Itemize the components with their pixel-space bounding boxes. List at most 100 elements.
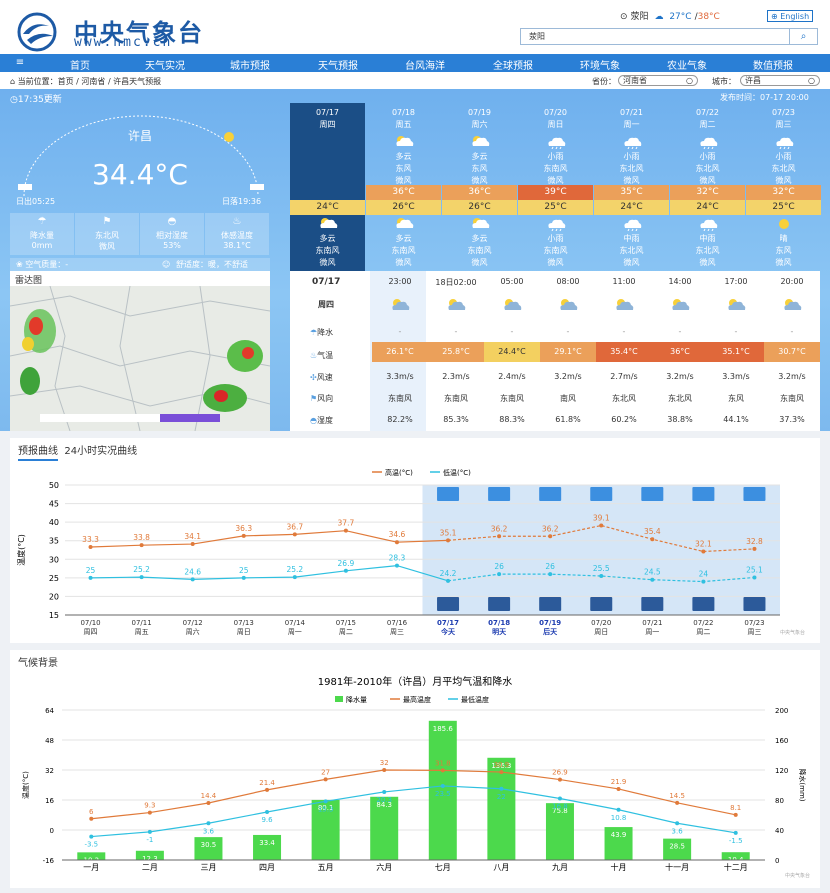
data-point — [650, 577, 655, 582]
cloud-icon — [672, 299, 690, 310]
x-tick-week: 周日 — [237, 628, 251, 636]
data-point — [752, 546, 757, 551]
data-point — [752, 575, 757, 580]
nav-item[interactable]: 天气预报 — [318, 61, 358, 72]
night-weather-icon — [539, 597, 562, 611]
site-header: 中央气象台 www.nmc.cn ⊙ 荥阳 ☁ 27°C/38°C ⊕ Engli… — [0, 0, 830, 54]
data-point — [499, 786, 504, 791]
data-point — [497, 534, 502, 539]
night-wind: 东南风 — [467, 246, 492, 255]
nav-item[interactable]: 天气实况 — [145, 61, 185, 72]
city-label: 城市： — [712, 77, 736, 86]
precip-bar — [253, 834, 282, 860]
sunrise-icon — [18, 184, 32, 190]
data-point — [446, 538, 451, 543]
bar-label: 33.4 — [259, 839, 275, 847]
search-icon[interactable]: ⌕ — [789, 29, 817, 44]
city-select[interactable]: 许昌 ○ — [740, 75, 820, 86]
low-temp: 26°C — [442, 200, 517, 215]
x-tick: 十月 — [611, 862, 627, 872]
night-level: 微风 — [395, 258, 412, 267]
y-tick: 25 — [49, 574, 59, 583]
logo-icon[interactable] — [15, 12, 61, 52]
hour-speed: 3.3m/s — [722, 372, 750, 381]
nav-item[interactable]: 台风海洋 — [405, 61, 445, 72]
forecast-day[interactable]: 07/20 周日 小雨 东南风 微风 — [518, 103, 593, 271]
forecast-day[interactable]: 07/23 周三 小雨 东北风 微风 — [746, 103, 821, 271]
hour-humidity: 82.2% — [387, 415, 413, 424]
hour-humidity: 85.3% — [443, 415, 469, 424]
night-level: 微风 — [699, 258, 716, 267]
hour-speed: 2.7m/s — [610, 372, 638, 381]
data-label: 6 — [89, 808, 94, 816]
home-icon[interactable]: ⌂ — [10, 77, 16, 86]
bar-label: 43.9 — [611, 831, 627, 839]
hour-temp: 26.1°C — [372, 342, 428, 362]
data-label: 24.5 — [644, 568, 661, 577]
top-location[interactable]: 荥阳 — [630, 12, 649, 22]
site-url[interactable]: www.nmc.cn — [74, 35, 173, 50]
data-label: 26 — [545, 562, 555, 571]
nav-item[interactable]: 全球预报 — [493, 61, 533, 72]
data-label: 36.2 — [491, 524, 508, 533]
leaf-icon: ❀ — [16, 260, 23, 269]
menu-icon[interactable]: ≡ — [15, 57, 25, 68]
x-tick: 07/18 — [488, 619, 510, 627]
weather-icon — [623, 137, 641, 149]
data-point — [190, 577, 195, 582]
update-time: ◷17:35更新 — [10, 92, 62, 105]
forecast-day[interactable]: 07/18 周五 多云 东风 微风 — [366, 103, 441, 271]
forecast-day[interactable]: 07/22 周二 小雨 东北风 微风 — [670, 103, 745, 271]
data-label: 25.1 — [746, 565, 763, 574]
legend-label: 高温(°C) — [385, 468, 413, 477]
y-tick: 64 — [45, 707, 54, 715]
hour-speed: 3.2m/s — [778, 372, 806, 381]
hour-speed: 3.2m/s — [554, 372, 582, 381]
site-name[interactable]: 中央气象台 — [74, 18, 204, 47]
tab-realtime-curve[interactable]: 24小时实况曲线 — [64, 446, 138, 457]
data-point — [206, 821, 211, 826]
y2-tick: 160 — [775, 737, 788, 745]
air-quality[interactable]: 空气质量：- — [25, 260, 69, 269]
hour-speed: 2.4m/s — [498, 372, 526, 381]
city-value: 许昌 — [745, 76, 761, 85]
breadcrumb-text[interactable]: 当前位置：首页 / 河南省 / 许昌天气预报 — [17, 77, 162, 86]
data-label: 36.2 — [542, 524, 559, 533]
search-input[interactable]: 荥阳 ⌕ — [520, 28, 818, 45]
low-temp: 25°C — [518, 200, 593, 215]
x-tick-week: 周一 — [645, 628, 659, 636]
data-point — [89, 816, 94, 821]
data-label: 3.6 — [203, 827, 215, 835]
nav-item[interactable]: 城市预报 — [230, 61, 270, 72]
forecast-day[interactable]: 07/19 周六 多云 东风 微风 — [442, 103, 517, 271]
data-label: 28.3 — [389, 554, 406, 563]
data-label: 22 — [497, 793, 506, 801]
data-point — [323, 799, 328, 804]
bar-label: 28.5 — [669, 843, 685, 851]
forecast-date: 07/19 — [467, 108, 492, 117]
hour-temp: 30.7°C — [764, 342, 820, 362]
day-weather-icon — [488, 487, 511, 501]
x-tick: 四月 — [259, 863, 275, 872]
data-label: -1 — [146, 836, 153, 844]
nav-item[interactable]: 首页 — [70, 61, 90, 72]
hour-humidity: 44.1% — [723, 415, 749, 424]
province-select[interactable]: 河南省 ○ — [618, 75, 698, 86]
english-button[interactable]: ⊕ English — [767, 10, 814, 22]
radar-map[interactable] — [10, 286, 270, 431]
hour-humidity: 61.8% — [555, 415, 581, 424]
chart-source: 中央气象台 — [785, 872, 810, 879]
nav-item[interactable]: 数值预报 — [753, 61, 793, 72]
nav-item[interactable]: 农业气象 — [667, 61, 707, 72]
tab-forecast-curve[interactable]: 预报曲线 — [18, 446, 58, 461]
x-tick: 三月 — [200, 863, 216, 872]
data-label: 8.1 — [730, 804, 741, 812]
low-temp: 26°C — [366, 200, 441, 215]
y-tick: 40 — [49, 518, 59, 527]
radar-panel[interactable]: 雷达图 — [10, 271, 270, 431]
forecast-day[interactable]: 07/21 周一 小雨 东北风 微风 — [594, 103, 669, 271]
nav-item[interactable]: 环境气象 — [580, 61, 620, 72]
precip-bar — [663, 838, 692, 860]
cloud-icon — [448, 299, 466, 310]
data-label: 16.8 — [552, 803, 568, 811]
